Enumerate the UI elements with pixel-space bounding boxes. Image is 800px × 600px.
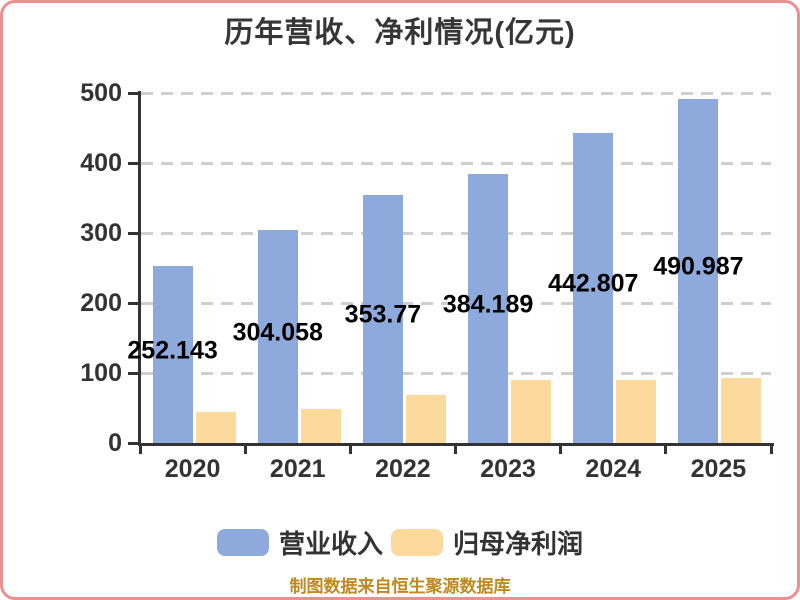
bar-net_profit-2023 xyxy=(511,380,552,443)
plot-area: 0 100 200 300 400 500 252.143 304.058 353.77 384.… xyxy=(3,3,797,597)
y-tick-200 xyxy=(128,301,140,305)
bar-revenue-2025 xyxy=(678,99,719,443)
value-label-2024: 442.807 xyxy=(548,269,639,298)
gridline-500 xyxy=(141,91,771,95)
bar-net_profit-2022 xyxy=(405,394,446,443)
chart-title: 历年营收、净利情况(亿元) xyxy=(224,17,576,49)
y-tick-300 xyxy=(128,231,140,235)
bar-revenue-2024 xyxy=(573,133,614,443)
y-axis-label-400: 400 xyxy=(80,149,122,177)
legend-label-revenue: 营业收入 xyxy=(278,529,383,559)
value-label-2020: 252.143 xyxy=(127,336,218,365)
bar-revenue-2021 xyxy=(257,230,298,443)
x-axis-label-2023: 2023 xyxy=(480,455,536,483)
legend-item-net_profit: 归母净利润 xyxy=(391,524,583,561)
bar-net_profit-2021 xyxy=(300,408,341,443)
bar-net_profit-2020 xyxy=(195,411,236,443)
legend-label-net_profit: 归母净利润 xyxy=(453,529,584,559)
gridline-300 xyxy=(141,231,771,235)
x-axis-label-2020: 2020 xyxy=(164,455,221,483)
x-tick-4 xyxy=(559,446,563,454)
bar-revenue-2022 xyxy=(362,195,403,443)
footer-credit: 制图数据来自恒生聚源数据库 xyxy=(289,577,511,596)
value-label-2023: 384.189 xyxy=(442,290,534,319)
y-axis-label-0: 0 xyxy=(108,429,122,457)
legend: 营业收入 归母净利润 xyxy=(3,524,797,561)
legend-swatch-net_profit-icon xyxy=(391,529,443,556)
x-axis-label-2022: 2022 xyxy=(375,455,431,483)
x-tick-3 xyxy=(454,446,457,454)
y-axis-label-300: 300 xyxy=(80,219,122,247)
y-tick-400 xyxy=(128,161,140,165)
x-axis-label-2024: 2024 xyxy=(585,455,642,483)
x-tick-6 xyxy=(769,446,773,454)
y-axis-label-100: 100 xyxy=(80,359,122,387)
value-label-2021: 304.058 xyxy=(232,318,323,347)
x-axis-label-2021: 2021 xyxy=(269,455,326,483)
bar-revenue-2020 xyxy=(152,266,193,443)
x-axis-label-2025: 2025 xyxy=(690,455,747,483)
x-tick-2 xyxy=(348,446,352,454)
bar-net_profit-2024 xyxy=(616,380,657,443)
bar-revenue-2023 xyxy=(468,174,509,443)
y-axis-label-500: 500 xyxy=(80,79,122,107)
legend-swatch-revenue-icon xyxy=(216,529,269,556)
y-axis-label-200: 200 xyxy=(80,289,122,317)
y-tick-0 xyxy=(128,441,140,445)
legend-item-revenue: 营业收入 xyxy=(216,524,383,561)
value-label-2022: 353.77 xyxy=(344,300,422,329)
y-axis-line xyxy=(138,91,141,446)
value-label-2025: 490.987 xyxy=(653,252,744,281)
gridline-400 xyxy=(141,161,771,165)
y-tick-100 xyxy=(128,371,140,375)
y-tick-500 xyxy=(128,91,140,95)
gridline-200 xyxy=(141,301,771,305)
x-tick-5 xyxy=(664,446,668,454)
gridline-100 xyxy=(141,371,771,375)
x-tick-0 xyxy=(138,446,142,454)
bar-net_profit-2025 xyxy=(721,377,762,443)
x-tick-1 xyxy=(243,446,247,454)
x-axis-line xyxy=(138,443,774,446)
